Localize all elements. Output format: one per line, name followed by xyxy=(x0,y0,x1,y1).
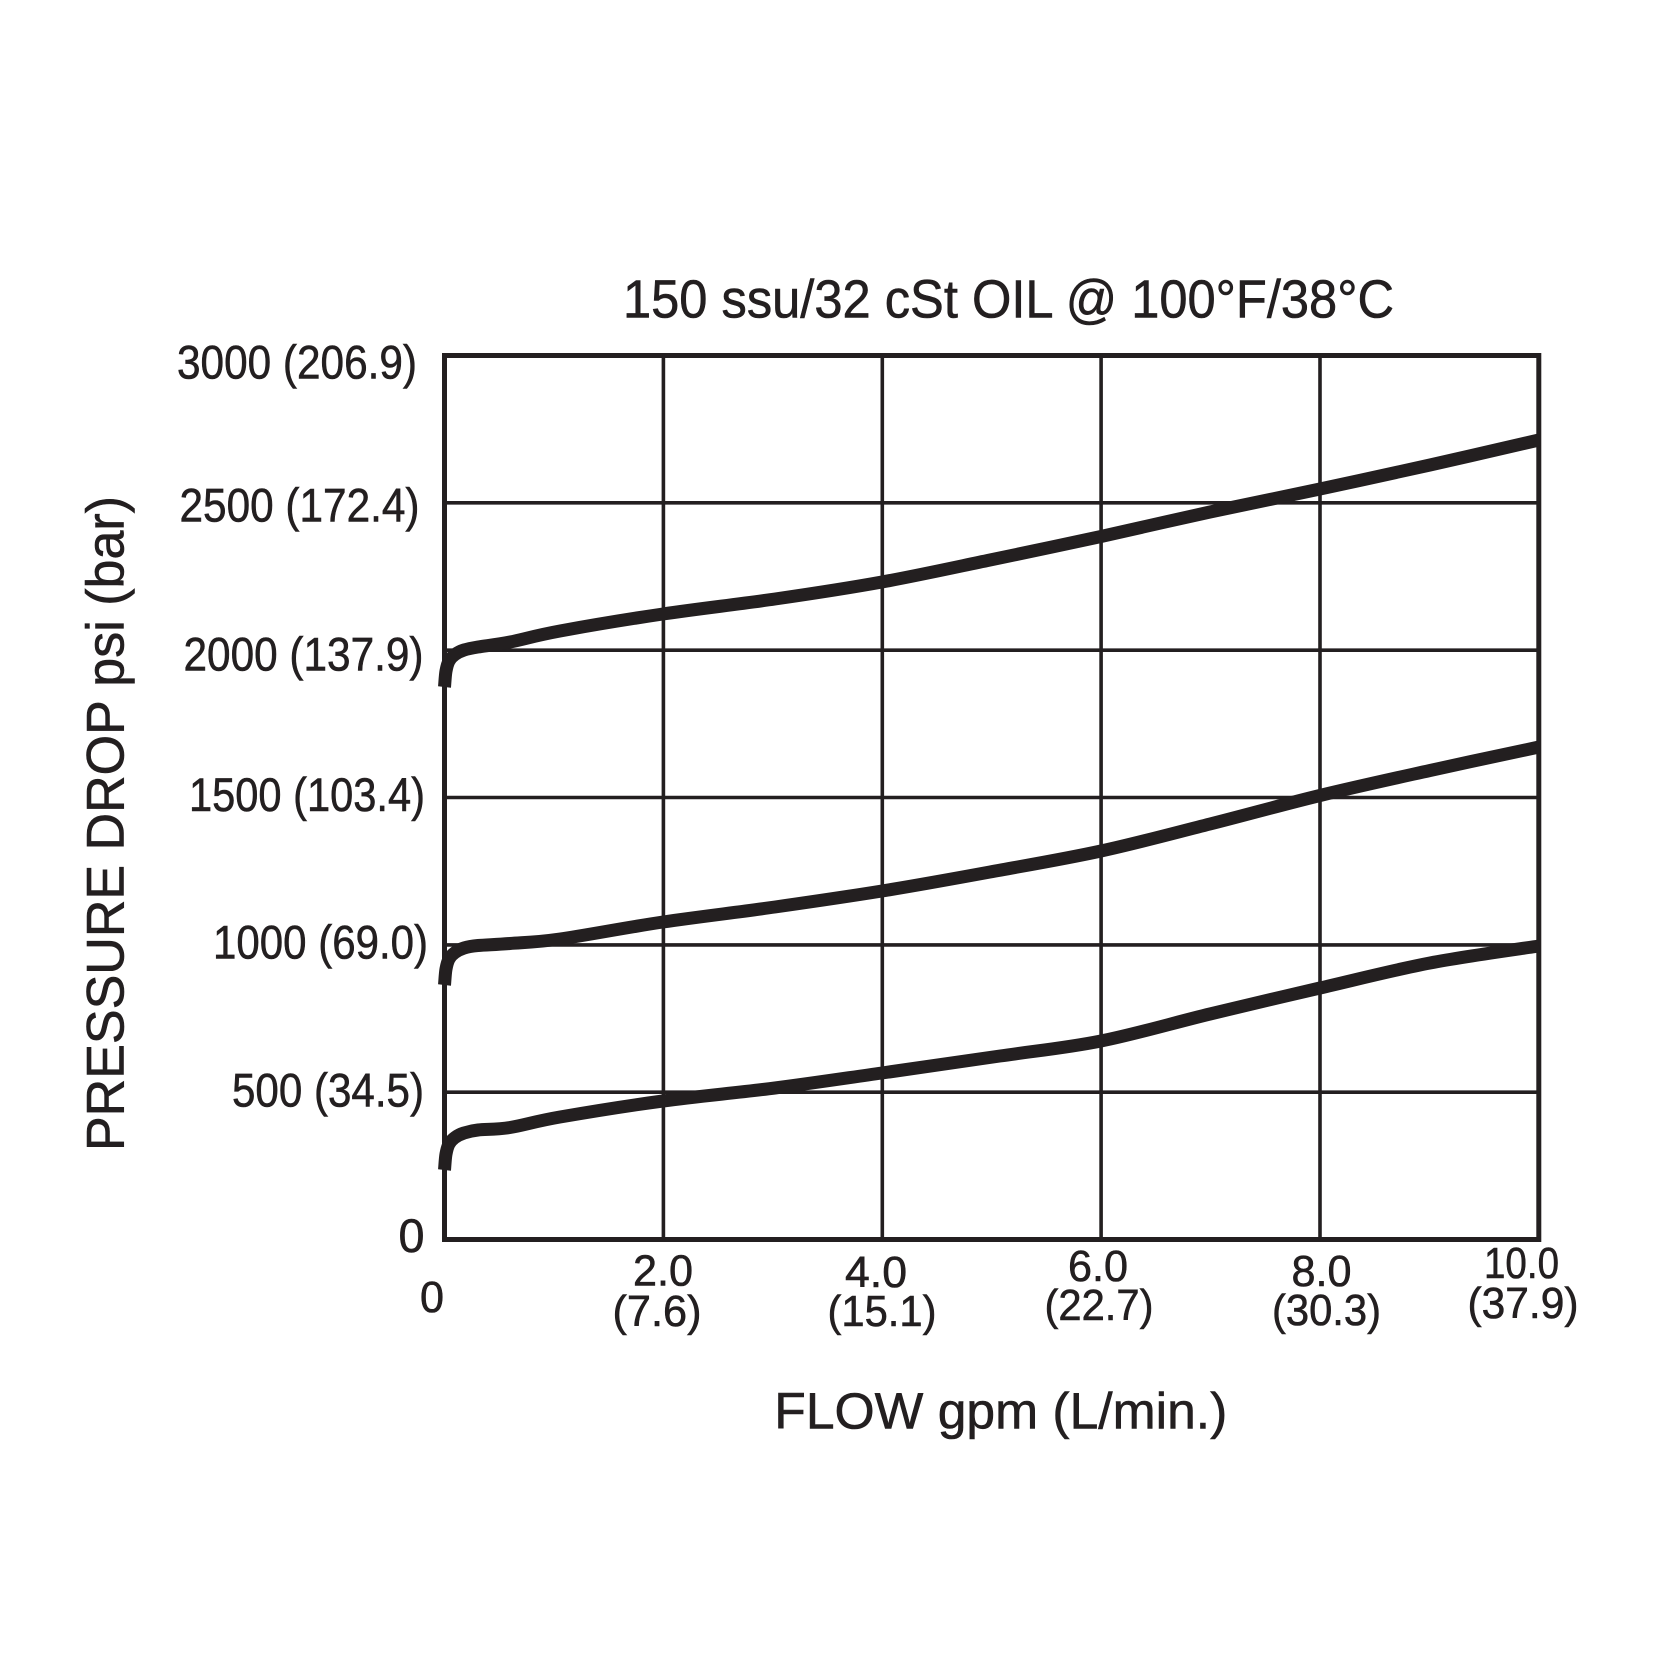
svg-text:3000 (206.9): 3000 (206.9) xyxy=(177,336,417,389)
svg-text:4.0: 4.0 xyxy=(845,1248,907,1297)
svg-text:0: 0 xyxy=(399,1210,425,1263)
svg-text:(15.1): (15.1) xyxy=(828,1287,937,1336)
svg-text:(30.3): (30.3) xyxy=(1272,1286,1381,1335)
svg-text:2500 (172.4): 2500 (172.4) xyxy=(180,480,420,533)
svg-text:PRESSURE DROP psi (bar): PRESSURE DROP psi (bar) xyxy=(77,496,136,1151)
svg-text:(7.6): (7.6) xyxy=(613,1287,702,1336)
svg-text:150 ssu/32 cSt OIL @ 100°F/38°: 150 ssu/32 cSt OIL @ 100°F/38°C xyxy=(623,270,1394,330)
svg-text:2.0: 2.0 xyxy=(633,1246,693,1295)
svg-text:0: 0 xyxy=(420,1273,444,1322)
svg-text:8.0: 8.0 xyxy=(1292,1247,1352,1296)
svg-text:500 (34.5): 500 (34.5) xyxy=(232,1065,424,1118)
svg-text:1000 (69.0): 1000 (69.0) xyxy=(213,916,428,969)
svg-text:1500 (103.4): 1500 (103.4) xyxy=(189,769,425,822)
svg-text:2000 (137.9): 2000 (137.9) xyxy=(184,629,424,682)
svg-text:10.0: 10.0 xyxy=(1484,1239,1559,1288)
svg-text:FLOW gpm (L/min.): FLOW gpm (L/min.) xyxy=(774,1382,1227,1439)
svg-text:(22.7): (22.7) xyxy=(1045,1281,1154,1330)
svg-text:(37.9): (37.9) xyxy=(1468,1279,1579,1328)
svg-text:6.0: 6.0 xyxy=(1068,1242,1128,1291)
